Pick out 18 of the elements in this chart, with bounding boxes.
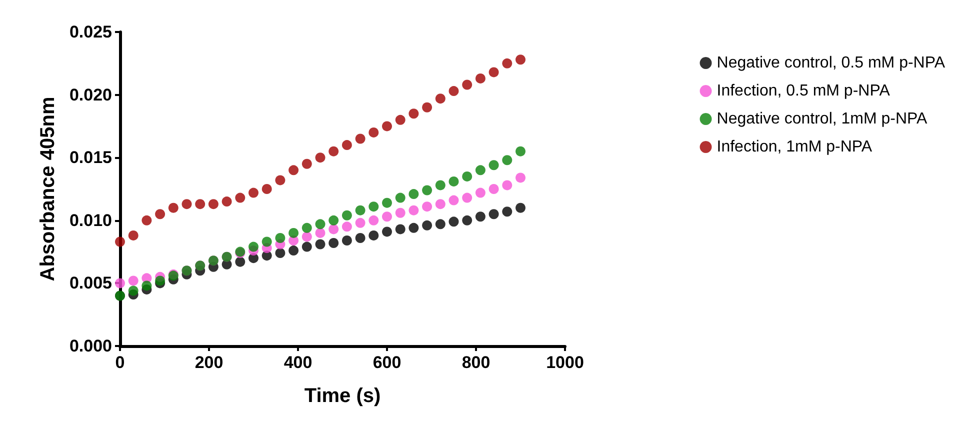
x-tick-label: 200 [194, 353, 224, 372]
legend-label: Infection, 0.5 mM p-NPA [716, 82, 890, 100]
y-axis-title: Absorbance 405nm [37, 96, 59, 282]
y-tick-label: 0.000 [69, 336, 112, 356]
x-tick-label: 0 [115, 353, 125, 372]
y-tick-label: 0.015 [69, 148, 112, 168]
x-axis-title: Time (s) [304, 385, 381, 407]
y-tick-label: 0.010 [69, 210, 112, 230]
x-tick-label: 400 [284, 353, 312, 372]
legend-label: Negative control, 0.5 mM p-NPA [716, 54, 946, 72]
x-tick-label: 800 [462, 353, 490, 372]
x-tick-label: 600 [372, 353, 402, 372]
y-tick-label: 0.005 [69, 274, 112, 293]
legend-label: Infection, 1mM p-NPA [716, 138, 872, 156]
y-tick-label: 0.020 [69, 85, 112, 104]
legend-label: Negative control, 1mM p-NPA [716, 110, 928, 128]
x-tick-label: 1000 [546, 353, 584, 372]
y-tick-label: 0.025 [69, 22, 112, 42]
